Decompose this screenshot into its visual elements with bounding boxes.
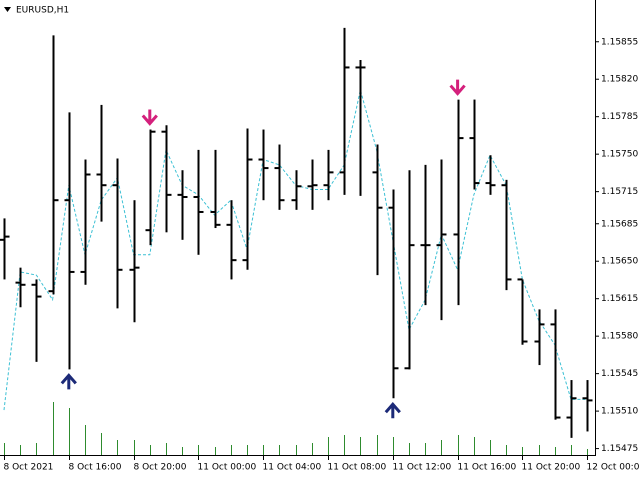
buy-arrow [384,401,401,419]
y-tick-label: 1.15685 [601,219,638,229]
x-tick-label: 8 Oct 16:00 [69,463,122,473]
y-tick-label: 1.15650 [601,257,638,267]
x-tick-label: 8 Oct 2021 [4,463,54,473]
x-tick-label: 11 Oct 00:00 [198,463,257,473]
x-tick-label: 11 Oct 20:00 [522,463,581,473]
x-tick-label: 11 Oct 08:00 [328,463,387,473]
x-tick-label: 11 Oct 16:00 [458,463,517,473]
x-tick-label: 11 Oct 04:00 [263,463,322,473]
y-tick-label: 1.15820 [601,75,638,85]
chart-title: EURUSD,H1 [16,6,69,16]
y-tick-label: 1.15580 [601,332,638,342]
buy-arrow [60,373,77,390]
y-tick-label: 1.15715 [601,187,638,197]
x-tick-label: 8 Oct 20:00 [134,463,187,473]
y-tick-label: 1.15615 [601,294,638,304]
x-tick-label: 12 Oct 00:00 [587,463,640,473]
y-tick-label: 1.15475 [601,444,638,454]
sell-arrow [449,79,466,96]
y-tick-label: 1.15855 [601,37,638,47]
sell-arrow [141,109,158,126]
y-tick-label: 1.15510 [601,407,638,417]
y-tick-label: 1.15750 [601,150,638,160]
x-tick-label: 11 Oct 12:00 [393,463,452,473]
symbol-menu-icon[interactable] [4,7,11,12]
y-tick-label: 1.15785 [601,112,638,122]
y-tick-label: 1.15545 [601,369,638,379]
